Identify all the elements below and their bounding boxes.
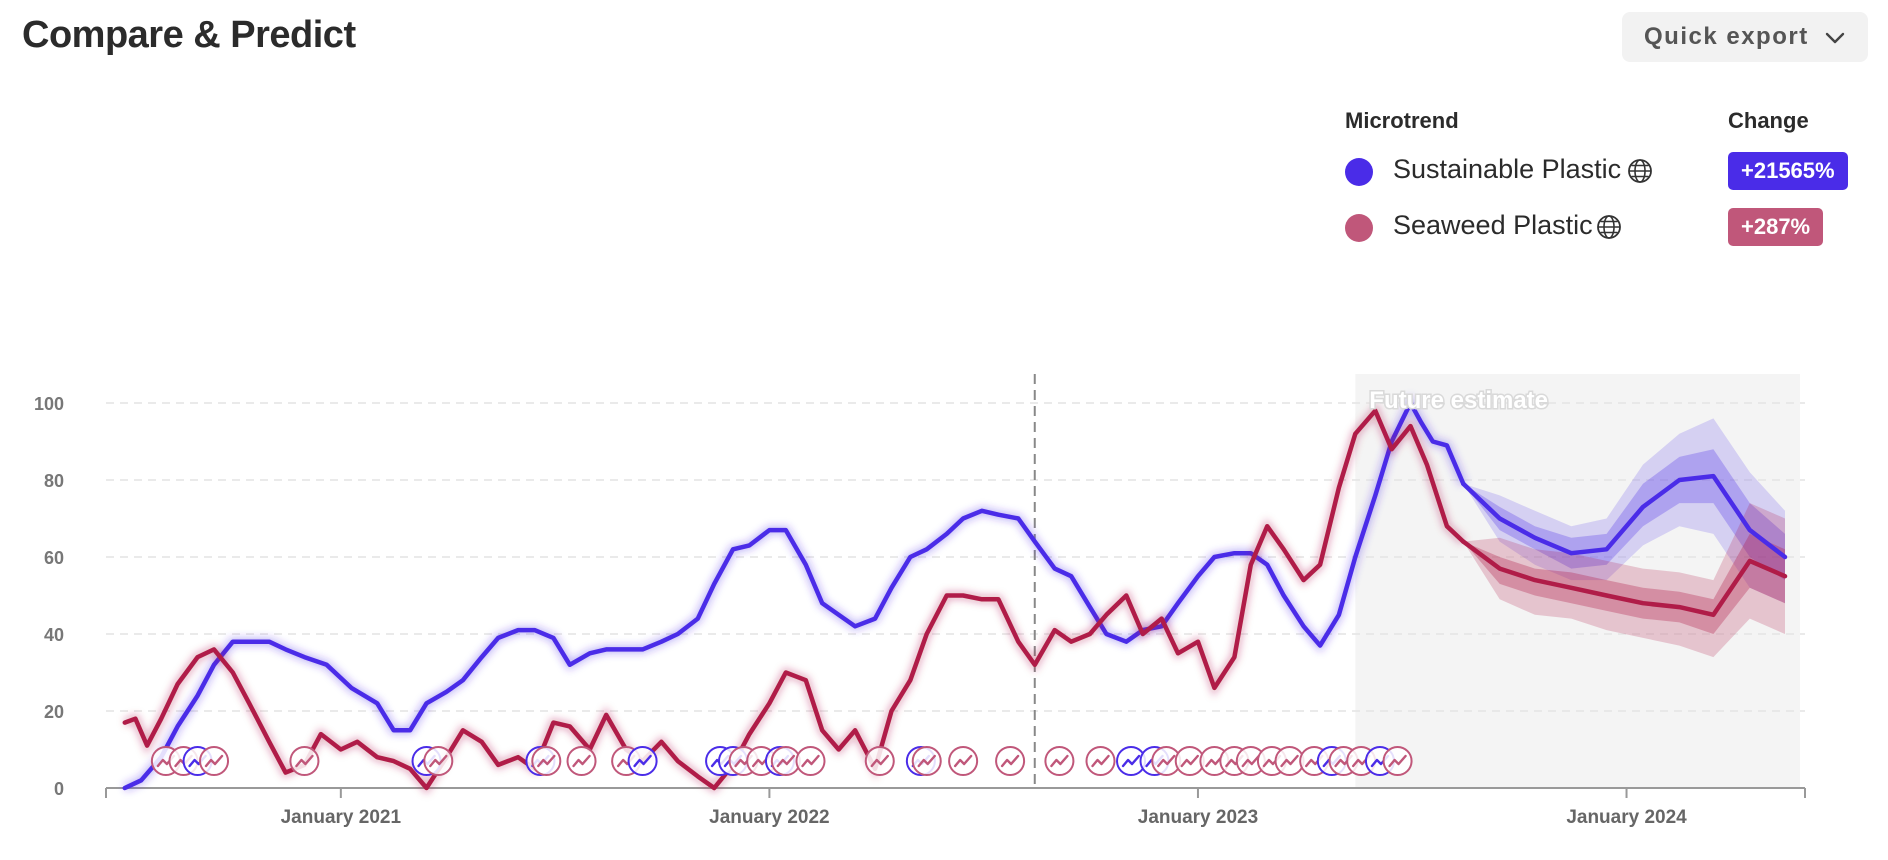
trend-up-icon bbox=[1180, 754, 1199, 768]
event-marker bbox=[566, 746, 597, 776]
change-badge: +287% bbox=[1728, 208, 1824, 246]
trend-up-icon bbox=[1050, 754, 1069, 768]
legend-change-header: Change bbox=[1728, 108, 1809, 133]
event-marker bbox=[1382, 746, 1413, 776]
globe-icon bbox=[1628, 159, 1652, 183]
forecast-label: Future estimate bbox=[1369, 387, 1548, 414]
trend-up-icon bbox=[1157, 754, 1176, 768]
trend-up-icon bbox=[917, 754, 936, 768]
legend-item-label: Seaweed Plastic bbox=[1393, 210, 1593, 240]
trend-up-icon bbox=[1280, 754, 1299, 768]
trend-up-icon bbox=[1388, 754, 1407, 768]
x-tick-label: January 2024 bbox=[1566, 807, 1687, 828]
series-line bbox=[122, 400, 1466, 791]
trend-up-icon bbox=[537, 754, 556, 768]
trend-up-icon bbox=[1121, 754, 1141, 768]
event-marker bbox=[531, 746, 562, 776]
y-tick-label: 60 bbox=[44, 548, 64, 568]
y-tick-label: 80 bbox=[44, 471, 64, 491]
series-line bbox=[122, 408, 1466, 791]
legend: Microtrend Change Sustainable Plastic +2… bbox=[1345, 108, 1865, 258]
legend-item-label: Sustainable Plastic bbox=[1393, 154, 1622, 184]
y-tick-label: 100 bbox=[34, 394, 64, 414]
event-marker bbox=[199, 746, 230, 776]
trend-up-icon bbox=[633, 754, 652, 768]
trend-up-icon bbox=[204, 754, 224, 768]
legend-microtrend-header: Microtrend bbox=[1345, 108, 1459, 133]
change-badge: +21565% bbox=[1728, 152, 1848, 190]
series-line-glow bbox=[123, 403, 1467, 795]
x-axis bbox=[105, 374, 1806, 798]
forecast-median-line bbox=[1461, 539, 1788, 618]
legend-item-sustainable-plastic[interactable]: Sustainable Plastic +21565% bbox=[1345, 150, 1865, 190]
x-tick-label: January 2023 bbox=[1138, 807, 1258, 828]
trend-up-icon bbox=[953, 754, 973, 768]
y-tick-label: 0 bbox=[54, 779, 64, 799]
series-line-glow bbox=[123, 394, 1467, 792]
trend-up-icon bbox=[801, 754, 820, 768]
forecast-band-inner bbox=[1463, 449, 1785, 581]
trend-up-icon bbox=[1205, 754, 1224, 768]
axis-labels: 0 20 40 60 80 100 January 2021 January 2022 Janu… bbox=[34, 386, 1687, 829]
x-tick-label: January 2021 bbox=[281, 807, 402, 828]
y-tick-label: 20 bbox=[44, 702, 64, 722]
event-marker bbox=[948, 746, 979, 776]
forecast-band-outer bbox=[1463, 503, 1785, 658]
event-marker bbox=[1044, 746, 1075, 776]
chevron-down-icon bbox=[1825, 32, 1845, 44]
trend-up-icon bbox=[776, 754, 796, 768]
forecast-band-outer bbox=[1463, 418, 1785, 604]
event-marker bbox=[423, 746, 454, 776]
grid bbox=[106, 402, 1805, 712]
trend-up-icon bbox=[1241, 754, 1260, 768]
event-markers bbox=[150, 746, 1413, 776]
event-marker bbox=[627, 746, 658, 776]
event-marker bbox=[1085, 746, 1116, 776]
trend-chart: 0 20 40 60 80 100 January 2021 January 2022 Janu… bbox=[34, 374, 1806, 829]
trend-up-icon bbox=[870, 754, 889, 768]
legend-item-seaweed-plastic[interactable]: Seaweed Plastic +287% bbox=[1345, 206, 1865, 246]
globe-icon bbox=[1597, 215, 1621, 239]
forecast-median-line bbox=[1461, 473, 1788, 560]
series-color-dot bbox=[1345, 158, 1373, 186]
trend-up-icon bbox=[429, 754, 448, 768]
quick-export-button[interactable]: Quick export bbox=[1622, 12, 1868, 62]
event-marker bbox=[911, 746, 942, 776]
trend-up-icon bbox=[1000, 754, 1020, 768]
x-tick-label: January 2022 bbox=[709, 807, 829, 828]
trend-up-icon bbox=[1091, 754, 1110, 768]
forecast-bands bbox=[1463, 418, 1785, 658]
event-marker bbox=[795, 746, 826, 776]
forecast-band-inner bbox=[1463, 533, 1785, 634]
page-title: Compare & Predict bbox=[22, 14, 356, 56]
event-marker bbox=[289, 746, 320, 776]
quick-export-label: Quick export bbox=[1644, 23, 1809, 50]
trend-up-icon bbox=[295, 754, 314, 768]
y-tick-label: 40 bbox=[44, 625, 64, 645]
event-marker bbox=[864, 746, 895, 776]
trend-up-icon bbox=[572, 754, 591, 768]
event-marker bbox=[995, 746, 1026, 776]
series-lines bbox=[122, 394, 1788, 795]
series-color-dot bbox=[1345, 214, 1373, 242]
